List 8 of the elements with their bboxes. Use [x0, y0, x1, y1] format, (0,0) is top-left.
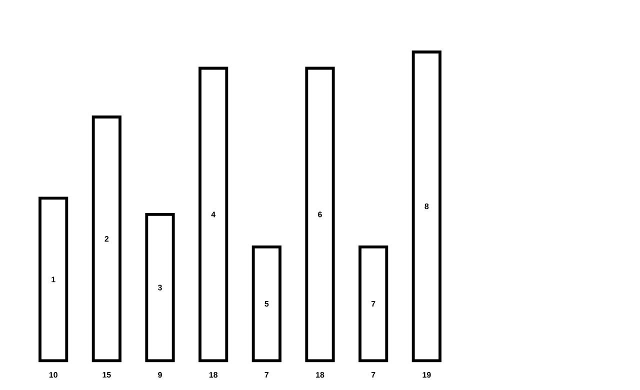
bar	[38, 196, 68, 362]
bar	[252, 245, 282, 362]
bar	[358, 245, 388, 362]
bar	[145, 213, 175, 362]
bar	[412, 50, 442, 362]
bar	[198, 66, 228, 362]
bar	[305, 66, 335, 362]
bar	[92, 116, 122, 362]
